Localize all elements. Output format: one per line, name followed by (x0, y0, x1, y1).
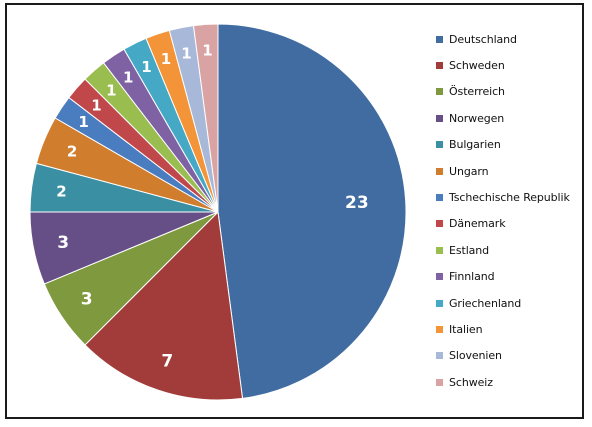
legend-swatch (436, 193, 443, 201)
legend-label: Tschechische Republik (449, 190, 570, 204)
data-label-slovenien: 1 (181, 44, 191, 62)
legend-item-ungarn: Ungarn (436, 162, 489, 180)
data-label-oesterreich: 3 (81, 290, 93, 310)
legend-item-slovenien: Slovenien (436, 347, 502, 365)
legend-swatch (436, 325, 443, 333)
data-label-ungarn: 2 (67, 143, 77, 161)
data-label-italien: 1 (161, 50, 171, 68)
data-label-schweden: 7 (161, 352, 173, 372)
data-label-norwegen: 3 (57, 233, 69, 253)
legend-item-oesterreich: Österreich (436, 83, 505, 101)
legend-swatch (436, 378, 443, 386)
legend-item-schweiz: Schweiz (436, 373, 493, 391)
data-label-tschechische-republik: 1 (78, 113, 88, 131)
legend-swatch (436, 273, 443, 281)
data-label-deutschland: 23 (345, 193, 369, 213)
legend-item-griechenland: Griechenland (436, 294, 521, 312)
legend-label: Norwegen (449, 111, 505, 125)
legend-item-italien: Italien (436, 320, 483, 338)
legend-label: Österreich (449, 85, 505, 99)
legend-label: Deutschland (449, 32, 517, 46)
legend-swatch (436, 88, 443, 96)
legend-label: Italien (449, 322, 483, 336)
legend-swatch (436, 352, 443, 360)
legend-swatch (436, 220, 443, 228)
pie-slices (29, 23, 407, 401)
data-label-daenemark: 1 (91, 96, 101, 114)
legend-item-deutschland: Deutschland (436, 30, 517, 48)
legend-swatch (436, 35, 443, 43)
pie-slice-schweden (84, 210, 244, 401)
pie-slice-schweiz (192, 23, 219, 213)
legend-item-tschechische-republik: Tschechische Republik (436, 188, 570, 206)
legend-swatch (436, 299, 443, 307)
pie-slice-deutschland (217, 23, 407, 399)
legend-swatch (436, 167, 443, 175)
legend-swatch (436, 114, 443, 122)
data-label-finnland: 1 (123, 69, 133, 87)
data-label-bulgarien: 2 (56, 182, 66, 200)
legend-item-finnland: Finnland (436, 268, 495, 286)
legend-label: Finnland (449, 270, 495, 284)
legend-swatch (436, 246, 443, 254)
legend-label: Ungarn (449, 164, 489, 178)
legend-label: Dänemark (449, 217, 506, 231)
legend-swatch (436, 141, 443, 149)
legend-label: Schweden (449, 58, 505, 72)
legend-item-norwegen: Norwegen (436, 109, 504, 127)
data-label-schweiz: 1 (202, 42, 212, 60)
legend-item-estland: Estland (436, 241, 489, 259)
legend-label: Griechenland (449, 296, 522, 310)
legend-item-schweden: Schweden (436, 56, 505, 74)
legend-label: Estland (449, 243, 490, 257)
legend-label: Schweiz (449, 375, 493, 389)
legend-label: Bulgarien (449, 138, 501, 152)
data-label-estland: 1 (106, 81, 116, 99)
data-label-griechenland: 1 (141, 58, 151, 76)
legend-item-bulgarien: Bulgarien (436, 136, 501, 154)
legend-swatch (436, 61, 443, 69)
legend-item-daenemark: Dänemark (436, 215, 506, 233)
legend-label: Slovenien (449, 349, 502, 363)
